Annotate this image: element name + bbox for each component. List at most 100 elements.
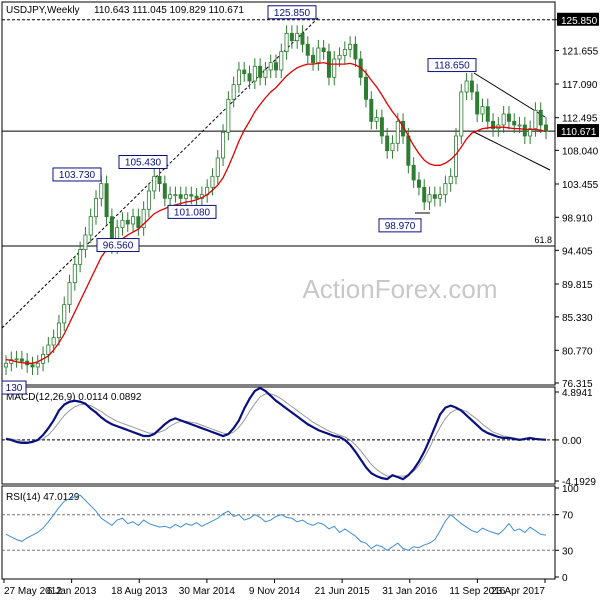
candle-body xyxy=(379,117,384,137)
candle-body xyxy=(411,164,416,181)
candle-body xyxy=(422,186,427,203)
candle-body xyxy=(62,304,67,324)
price-y-tick-label: 103.455 xyxy=(562,180,599,191)
candle-body xyxy=(374,117,379,122)
candle-body xyxy=(395,120,400,144)
candle-body xyxy=(162,183,167,199)
price-y-tick-label: 89.815 xyxy=(562,280,593,291)
price-tag-label: 125.850 xyxy=(561,16,598,27)
candle-body xyxy=(131,216,136,225)
candle-body xyxy=(363,76,368,100)
candle-body xyxy=(189,194,194,197)
annotation-box xyxy=(1,380,27,395)
candle-body xyxy=(475,91,480,115)
macd-line xyxy=(5,386,547,481)
x-tick-label: 23 Apr 2017 xyxy=(491,586,545,597)
candle-body xyxy=(99,183,104,199)
watermark: ActionForex.com xyxy=(302,274,497,304)
candle-body xyxy=(258,65,263,78)
x-tick-label: 30 Mar 2014 xyxy=(179,586,236,597)
candle-body xyxy=(369,98,374,122)
candle-body xyxy=(533,109,538,130)
candle-body xyxy=(485,106,490,122)
candle-body xyxy=(438,194,443,199)
price-tag-box xyxy=(557,12,599,26)
candle-body xyxy=(268,62,273,71)
rsi-y-tick-label: 100 xyxy=(562,484,579,495)
chart-symbol: USDJPY,Weekly xyxy=(6,5,80,16)
candle-body xyxy=(72,263,77,284)
price-panel-frame xyxy=(1,1,556,386)
candle-body xyxy=(242,69,247,75)
price-y-tick-label: 94.405 xyxy=(562,246,593,257)
candle-body xyxy=(252,65,257,82)
annotation-box xyxy=(52,167,102,182)
candle-body xyxy=(178,194,183,199)
candle-body xyxy=(522,124,527,137)
annotation-box xyxy=(267,5,317,20)
candle-body xyxy=(321,47,326,53)
price-y-tick-label: 80.770 xyxy=(562,346,593,357)
candle-body xyxy=(390,142,395,152)
x-tick-label: 6 Jan 2013 xyxy=(47,586,97,597)
price-y-tick-label: 98.910 xyxy=(562,213,593,224)
annotation-label: 101.080 xyxy=(174,207,211,218)
x-tick-label: 27 May 2012 xyxy=(4,586,62,597)
candle-body xyxy=(94,197,99,218)
candle-body xyxy=(46,344,51,355)
candle-body xyxy=(538,109,543,126)
candle-body xyxy=(406,135,411,166)
macd-label: MACD(12,26,9) 0.0114 0.0892 xyxy=(6,392,142,403)
candle-body xyxy=(125,219,130,225)
candle-body xyxy=(459,91,464,137)
x-tick-label: 18 Aug 2013 xyxy=(111,586,168,597)
candle-body xyxy=(512,120,517,126)
candle-body xyxy=(416,179,421,188)
candle-body xyxy=(14,358,19,361)
rsi-panel-frame xyxy=(1,485,556,580)
annotation-label: 98.970 xyxy=(385,221,416,232)
candle-body xyxy=(35,362,40,368)
candle-body xyxy=(4,362,9,368)
candle-body xyxy=(305,43,310,56)
price-y-axis: 125.850 121.655 117.090 112.495 108.040 103.4… xyxy=(555,12,599,390)
annotation-box xyxy=(427,58,477,73)
annotation-label: 130 xyxy=(6,383,23,394)
price-y-tick-label: 85.330 xyxy=(562,313,593,324)
candle-body xyxy=(247,73,252,82)
x-tick-label: 21 Jun 2015 xyxy=(315,586,370,597)
candle-body xyxy=(67,282,72,306)
annotation-box xyxy=(96,238,140,253)
candle-body xyxy=(152,175,157,192)
x-tick-label: 31 Jan 2016 xyxy=(382,586,437,597)
candle-body xyxy=(146,190,151,210)
rsi-y-tick-label: 30 xyxy=(562,546,574,557)
candle-body xyxy=(284,32,289,53)
candle-body xyxy=(464,80,469,93)
channel-lower-line xyxy=(473,131,551,171)
macd-signal-line xyxy=(5,393,547,477)
price-y-tick-label: 121.655 xyxy=(562,47,599,58)
candle-body xyxy=(88,216,93,236)
candle-body xyxy=(157,175,162,185)
candle-body xyxy=(289,32,294,42)
candle-body xyxy=(231,84,236,100)
macd-panel-frame xyxy=(1,386,556,485)
macd-y-tick-label: -4.1929 xyxy=(562,477,596,488)
rsi-y-axis: 100 70 30 0 xyxy=(555,484,579,584)
candle-body xyxy=(141,208,146,229)
price-y-tick-label: 117.090 xyxy=(562,80,598,91)
x-tick-label: 11 Sep 2016 xyxy=(449,586,505,597)
candle-body xyxy=(83,234,88,251)
candle-body xyxy=(210,175,215,188)
price-y-tick-label: 108.040 xyxy=(562,146,599,157)
macd-y-tick-label: 4.8941 xyxy=(562,388,593,399)
candle-body xyxy=(120,219,125,229)
candle-body xyxy=(221,131,226,159)
chart-ohlc: 110.643 111.045 109.829 110.671 xyxy=(94,5,244,16)
candle-body xyxy=(443,183,448,196)
price-tag-box xyxy=(557,124,599,138)
candle-body xyxy=(480,106,485,115)
